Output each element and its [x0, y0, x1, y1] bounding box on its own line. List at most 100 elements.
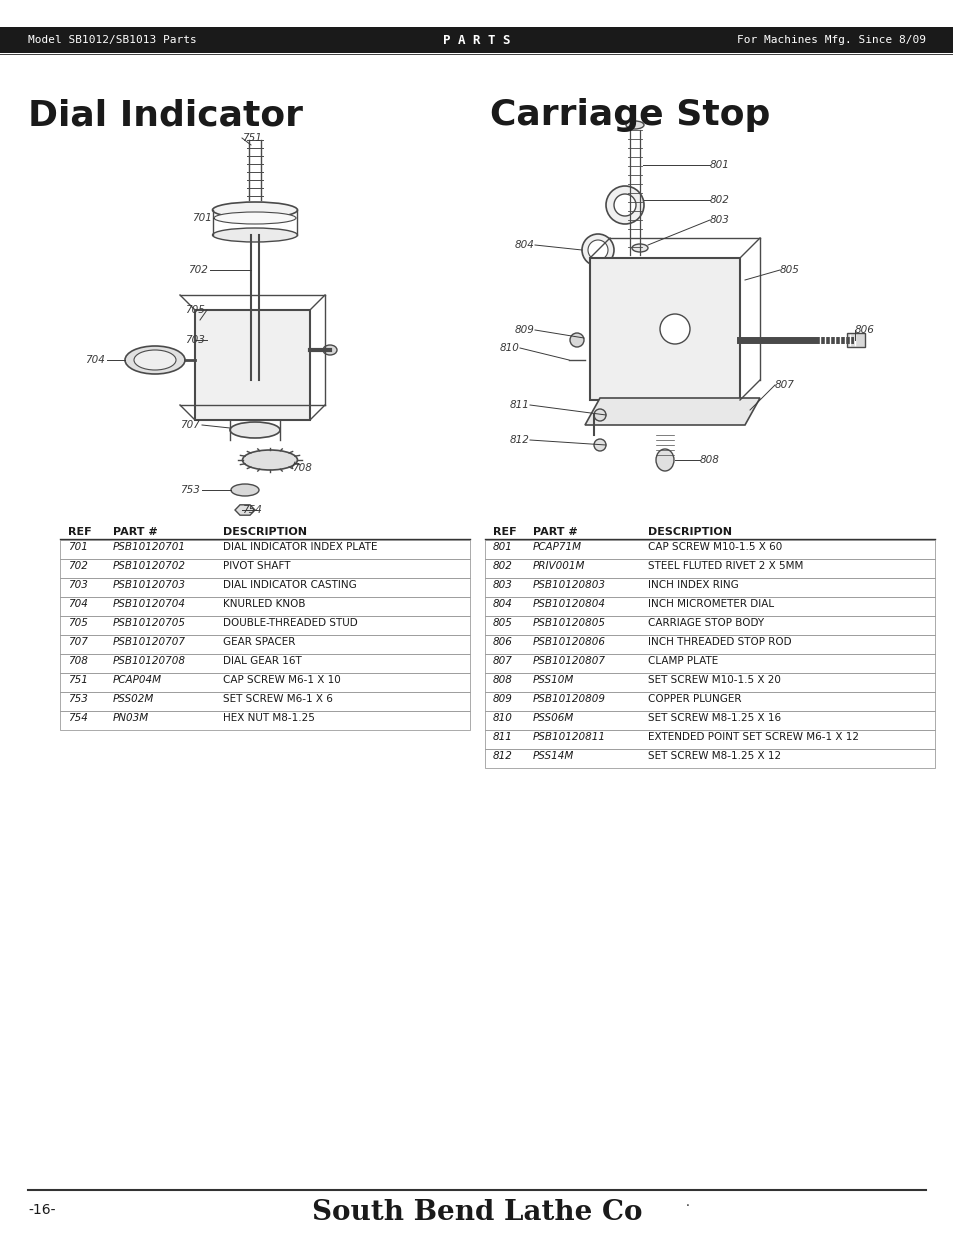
Text: CAP SCREW M10-1.5 X 60: CAP SCREW M10-1.5 X 60	[647, 542, 781, 552]
Text: Carriage Stop: Carriage Stop	[490, 98, 770, 132]
Text: P A R T S: P A R T S	[443, 33, 510, 47]
Ellipse shape	[581, 233, 614, 266]
Text: PCAP71M: PCAP71M	[533, 542, 581, 552]
Ellipse shape	[213, 212, 295, 224]
Text: DESCRIPTION: DESCRIPTION	[647, 527, 731, 537]
Bar	[60, 711, 470, 730]
Text: INCH THREADED STOP ROD: INCH THREADED STOP ROD	[647, 637, 791, 647]
Text: PSB10120804: PSB10120804	[533, 599, 605, 609]
Text: DIAL GEAR 16T: DIAL GEAR 16T	[223, 656, 301, 666]
Text: CLAMP PLATE: CLAMP PLATE	[647, 656, 718, 666]
Bar	[484, 616, 934, 635]
Ellipse shape	[323, 345, 336, 354]
Text: 704: 704	[85, 354, 105, 366]
Ellipse shape	[230, 422, 280, 438]
Text: Model SB1012/SB1013 Parts: Model SB1012/SB1013 Parts	[28, 35, 196, 44]
Text: PSB10120707: PSB10120707	[112, 637, 186, 647]
Text: DOUBLE-THREADED STUD: DOUBLE-THREADED STUD	[223, 618, 357, 629]
Text: 810: 810	[493, 713, 513, 722]
Text: 804: 804	[493, 599, 513, 609]
Ellipse shape	[614, 194, 636, 216]
Text: DIAL INDICATOR CASTING: DIAL INDICATOR CASTING	[223, 580, 356, 590]
Text: 810: 810	[499, 343, 519, 353]
Ellipse shape	[242, 450, 297, 471]
Ellipse shape	[605, 186, 643, 224]
Text: COPPER PLUNGER: COPPER PLUNGER	[647, 694, 740, 704]
Text: SET SCREW M10-1.5 X 20: SET SCREW M10-1.5 X 20	[647, 676, 781, 685]
Text: CARRIAGE STOP BODY: CARRIAGE STOP BODY	[647, 618, 763, 629]
Text: PRIV001M: PRIV001M	[533, 561, 585, 571]
Bar	[484, 540, 934, 559]
Text: 809: 809	[493, 694, 513, 704]
Text: 802: 802	[493, 561, 513, 571]
Bar	[60, 616, 470, 635]
Text: 807: 807	[493, 656, 513, 666]
Text: PSB10120705: PSB10120705	[112, 618, 186, 629]
Bar	[60, 655, 470, 673]
Text: 753: 753	[68, 694, 88, 704]
Text: 705: 705	[185, 305, 205, 315]
Text: GEAR SPACER: GEAR SPACER	[223, 637, 295, 647]
Text: DESCRIPTION: DESCRIPTION	[223, 527, 307, 537]
Text: PSB10120809: PSB10120809	[533, 694, 605, 704]
Text: HEX NUT M8-1.25: HEX NUT M8-1.25	[223, 713, 314, 722]
Bar	[484, 655, 934, 673]
Text: 806: 806	[493, 637, 513, 647]
Bar	[60, 578, 470, 597]
Text: 804: 804	[515, 240, 535, 249]
Bar	[484, 692, 934, 711]
Bar	[60, 597, 470, 616]
Bar	[0, 27, 953, 53]
Text: 702: 702	[68, 561, 88, 571]
Text: PCAP04M: PCAP04M	[112, 676, 162, 685]
Text: 701: 701	[192, 212, 212, 224]
Text: 701: 701	[68, 542, 88, 552]
Ellipse shape	[213, 228, 297, 242]
Text: 803: 803	[709, 215, 729, 225]
Text: Dial Indicator: Dial Indicator	[28, 98, 303, 132]
Bar	[484, 730, 934, 748]
Text: For Machines Mfg. Since 8/09: For Machines Mfg. Since 8/09	[737, 35, 925, 44]
Text: 802: 802	[709, 195, 729, 205]
Text: 805: 805	[493, 618, 513, 629]
Ellipse shape	[659, 314, 689, 345]
Text: 807: 807	[774, 380, 794, 390]
Text: PSS06M: PSS06M	[533, 713, 574, 722]
Polygon shape	[584, 398, 760, 425]
Text: 812: 812	[493, 751, 513, 761]
Text: PSB10120708: PSB10120708	[112, 656, 186, 666]
Bar	[484, 559, 934, 578]
Text: 702: 702	[188, 266, 208, 275]
Bar	[60, 559, 470, 578]
Text: 801: 801	[709, 161, 729, 170]
Text: 708: 708	[292, 463, 312, 473]
Bar	[60, 635, 470, 655]
Text: PSB10120703: PSB10120703	[112, 580, 186, 590]
Ellipse shape	[213, 203, 297, 219]
Text: 751: 751	[242, 133, 262, 143]
Text: South Bend Lathe Co: South Bend Lathe Co	[312, 1198, 641, 1225]
Bar	[60, 692, 470, 711]
Ellipse shape	[625, 121, 643, 128]
Text: 707: 707	[180, 420, 200, 430]
Text: 751: 751	[68, 676, 88, 685]
Text: PSB10120803: PSB10120803	[533, 580, 605, 590]
Text: 704: 704	[68, 599, 88, 609]
Text: 707: 707	[68, 637, 88, 647]
Text: STEEL FLUTED RIVET 2 X 5MM: STEEL FLUTED RIVET 2 X 5MM	[647, 561, 802, 571]
Text: PSB10120807: PSB10120807	[533, 656, 605, 666]
Text: PSB10120704: PSB10120704	[112, 599, 186, 609]
Bar	[484, 635, 934, 655]
Text: PSB10120805: PSB10120805	[533, 618, 605, 629]
Text: 812: 812	[510, 435, 530, 445]
Text: 703: 703	[68, 580, 88, 590]
Text: 803: 803	[493, 580, 513, 590]
Ellipse shape	[231, 484, 258, 496]
Text: PSB10120811: PSB10120811	[533, 732, 605, 742]
Text: DIAL INDICATOR INDEX PLATE: DIAL INDICATOR INDEX PLATE	[223, 542, 377, 552]
Bar	[484, 597, 934, 616]
Text: 808: 808	[493, 676, 513, 685]
Ellipse shape	[569, 333, 583, 347]
Text: 805: 805	[780, 266, 799, 275]
Bar	[484, 673, 934, 692]
